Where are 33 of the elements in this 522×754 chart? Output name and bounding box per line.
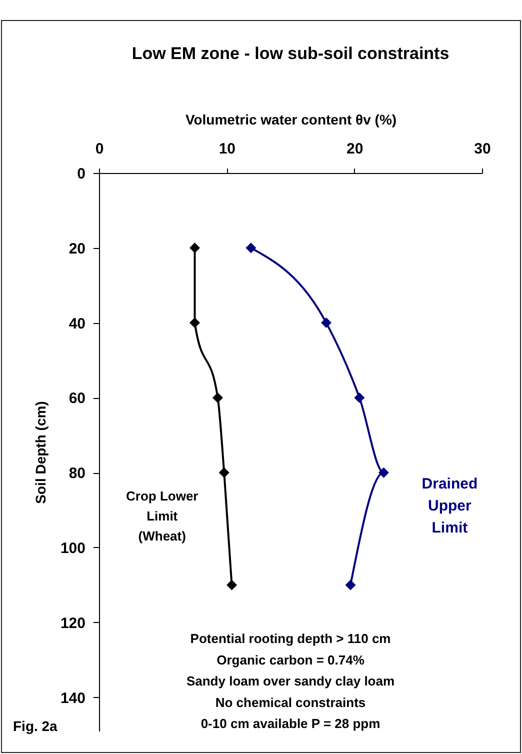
point — [345, 580, 356, 590]
x-tick-label: 20 — [346, 140, 364, 158]
x-tick-label: 0 — [95, 140, 104, 158]
point — [226, 580, 238, 590]
x-tick-label: 10 — [218, 140, 236, 158]
point — [190, 318, 200, 328]
y-tick-label: 140 — [60, 690, 86, 707]
point — [378, 467, 389, 478]
x-axis-title: Volumetric water content θv (%) — [185, 112, 397, 128]
annotation: Organic carbon = 0.74% — [216, 652, 365, 668]
point — [321, 318, 332, 328]
point — [212, 392, 223, 403]
y-axis-title: Soil Depth (cm) — [32, 401, 48, 504]
point — [190, 242, 200, 254]
caption: Fig. 2a — [13, 718, 58, 734]
chart-title: Low EM zone - low sub-soil constraints — [132, 44, 450, 63]
point — [246, 242, 256, 254]
annotation: Sandy loam over sandy clay loam — [186, 674, 395, 689]
annotation: No chemical constraints — [215, 694, 366, 710]
point — [218, 467, 230, 478]
y-tick-label: 0 — [77, 166, 86, 182]
point — [354, 392, 365, 403]
y-tick-label: 40 — [68, 315, 86, 332]
y-tick-label: 120 — [60, 614, 86, 632]
x-tick-label: 30 — [474, 140, 491, 158]
text: Drained Upper Limit — [422, 476, 478, 537]
y-tick-label: 60 — [68, 390, 86, 408]
y-tick-label: 100 — [60, 540, 86, 557]
annotation: 0-10 cm available P = 28 ppm — [200, 716, 380, 732]
y-tick-label: 80 — [68, 465, 86, 482]
annotation: Potential rooting depth > 110 cm — [190, 631, 391, 646]
y-tick-label: 20 — [68, 240, 86, 258]
text: Crop Lower Limit (Wheat) — [126, 488, 198, 544]
